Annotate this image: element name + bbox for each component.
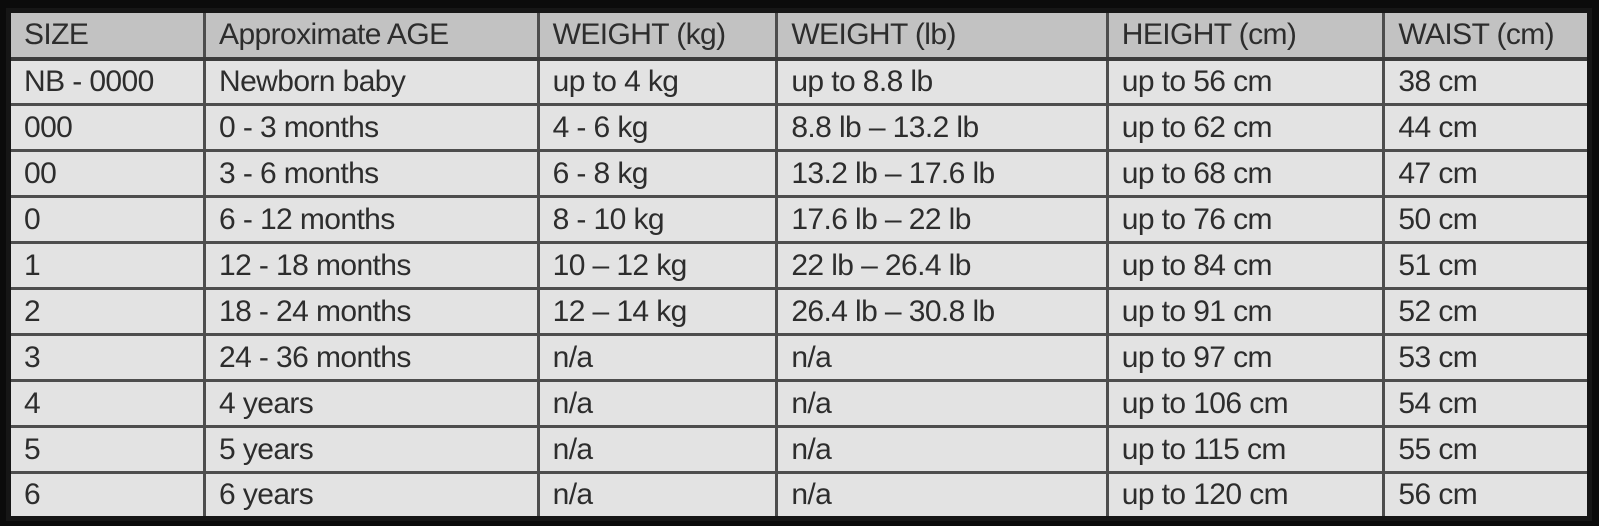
column-header-height-cm: HEIGHT (cm) <box>1105 9 1386 61</box>
cell-height-cm: up to 97 cm <box>1105 333 1386 382</box>
table-row: 4 4 years n/a n/a up to 106 cm 54 cm <box>6 379 1591 428</box>
column-header-waist-cm: WAIST (cm) <box>1382 9 1591 61</box>
cell-age: 6 - 12 months <box>203 195 540 244</box>
table-row: NB - 0000 Newborn baby up to 4 kg up to … <box>6 57 1591 106</box>
cell-size: 2 <box>6 287 207 336</box>
cell-weight-kg: 12 – 14 kg <box>536 287 779 336</box>
column-header-weight-lb: WEIGHT (lb) <box>775 9 1109 61</box>
cell-weight-kg: n/a <box>536 471 779 520</box>
cell-height-cm: up to 84 cm <box>1105 241 1386 290</box>
cell-age: 18 - 24 months <box>203 287 540 336</box>
cell-weight-lb: n/a <box>775 425 1109 474</box>
cell-size: 1 <box>6 241 207 290</box>
cell-weight-lb: 22 lb – 26.4 lb <box>775 241 1109 290</box>
cell-age: Newborn baby <box>203 57 540 106</box>
cell-weight-lb: n/a <box>775 471 1109 520</box>
cell-age: 6 years <box>203 471 540 520</box>
cell-size: 00 <box>6 149 207 198</box>
cell-height-cm: up to 115 cm <box>1105 425 1386 474</box>
cell-weight-lb: 26.4 lb – 30.8 lb <box>775 287 1109 336</box>
cell-weight-kg: 6 - 8 kg <box>536 149 779 198</box>
cell-height-cm: up to 120 cm <box>1105 471 1386 520</box>
cell-waist-cm: 51 cm <box>1382 241 1591 290</box>
table-row: 1 12 - 18 months 10 – 12 kg 22 lb – 26.4… <box>6 241 1591 290</box>
cell-weight-kg: n/a <box>536 379 779 428</box>
cell-waist-cm: 56 cm <box>1382 471 1591 520</box>
size-chart-table: SIZE Approximate AGE WEIGHT (kg) WEIGHT … <box>6 8 1592 521</box>
header-row: SIZE Approximate AGE WEIGHT (kg) WEIGHT … <box>6 9 1591 61</box>
cell-age: 5 years <box>203 425 540 474</box>
table-row: 0 6 - 12 months 8 - 10 kg 17.6 lb – 22 l… <box>6 195 1591 244</box>
cell-waist-cm: 52 cm <box>1382 287 1591 336</box>
cell-weight-lb: up to 8.8 lb <box>775 57 1109 106</box>
cell-weight-kg: n/a <box>536 333 779 382</box>
cell-weight-kg: 10 – 12 kg <box>536 241 779 290</box>
cell-weight-kg: n/a <box>536 425 779 474</box>
cell-size: 5 <box>6 425 207 474</box>
cell-age: 24 - 36 months <box>203 333 540 382</box>
cell-size: 4 <box>6 379 207 428</box>
cell-weight-lb: 17.6 lb – 22 lb <box>775 195 1109 244</box>
cell-waist-cm: 38 cm <box>1382 57 1591 106</box>
table-row: 2 18 - 24 months 12 – 14 kg 26.4 lb – 30… <box>6 287 1591 336</box>
cell-height-cm: up to 56 cm <box>1105 57 1386 106</box>
cell-weight-lb: 8.8 lb – 13.2 lb <box>775 103 1109 152</box>
cell-weight-lb: 13.2 lb – 17.6 lb <box>775 149 1109 198</box>
cell-weight-kg: 4 - 6 kg <box>536 103 779 152</box>
cell-size: 6 <box>6 471 207 520</box>
cell-size: 000 <box>6 103 207 152</box>
cell-height-cm: up to 106 cm <box>1105 379 1386 428</box>
cell-age: 12 - 18 months <box>203 241 540 290</box>
cell-height-cm: up to 91 cm <box>1105 287 1386 336</box>
cell-age: 4 years <box>203 379 540 428</box>
cell-weight-lb: n/a <box>775 379 1109 428</box>
cell-waist-cm: 53 cm <box>1382 333 1591 382</box>
table-row: 3 24 - 36 months n/a n/a up to 97 cm 53 … <box>6 333 1591 382</box>
cell-size: 0 <box>6 195 207 244</box>
cell-age: 3 - 6 months <box>203 149 540 198</box>
cell-weight-kg: 8 - 10 kg <box>536 195 779 244</box>
cell-waist-cm: 54 cm <box>1382 379 1591 428</box>
cell-height-cm: up to 76 cm <box>1105 195 1386 244</box>
cell-size: 3 <box>6 333 207 382</box>
cell-weight-kg: up to 4 kg <box>536 57 779 106</box>
table-row: 5 5 years n/a n/a up to 115 cm 55 cm <box>6 425 1591 474</box>
cell-size: NB - 0000 <box>6 57 207 106</box>
cell-waist-cm: 55 cm <box>1382 425 1591 474</box>
cell-weight-lb: n/a <box>775 333 1109 382</box>
cell-height-cm: up to 68 cm <box>1105 149 1386 198</box>
table-row: 000 0 - 3 months 4 - 6 kg 8.8 lb – 13.2 … <box>6 103 1591 152</box>
table-row: 00 3 - 6 months 6 - 8 kg 13.2 lb – 17.6 … <box>6 149 1591 198</box>
cell-waist-cm: 50 cm <box>1382 195 1591 244</box>
column-header-size: SIZE <box>6 9 207 61</box>
column-header-weight-kg: WEIGHT (kg) <box>536 9 779 61</box>
table-row: 6 6 years n/a n/a up to 120 cm 56 cm <box>6 471 1591 520</box>
cell-age: 0 - 3 months <box>203 103 540 152</box>
cell-waist-cm: 47 cm <box>1382 149 1591 198</box>
cell-height-cm: up to 62 cm <box>1105 103 1386 152</box>
column-header-age: Approximate AGE <box>203 9 540 61</box>
cell-waist-cm: 44 cm <box>1382 103 1591 152</box>
